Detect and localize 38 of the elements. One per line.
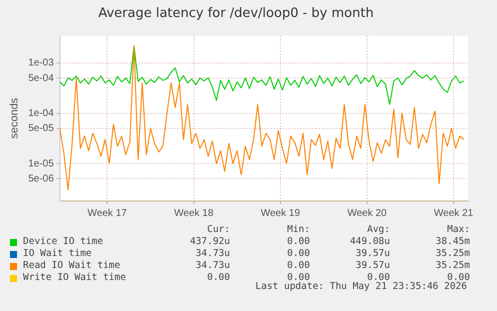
text: 39.57u bbox=[354, 248, 390, 260]
y-tick-label: 1e-04 bbox=[28, 108, 54, 120]
legend-label: IO Wait time bbox=[23, 248, 92, 260]
legend-label: Read IO Wait time bbox=[23, 260, 120, 272]
text: 0.00 bbox=[286, 236, 310, 248]
text: 39.57u bbox=[354, 260, 390, 272]
x-tick-label: Week 18 bbox=[174, 208, 214, 219]
text: Cur: bbox=[206, 224, 230, 236]
text: 35.25m bbox=[434, 260, 470, 272]
text: Avg: bbox=[366, 224, 390, 236]
text: 0.00 bbox=[206, 272, 230, 284]
chart-title: Average latency for /dev/loop0 - by month bbox=[98, 6, 374, 22]
text: 0.00 bbox=[447, 272, 470, 283]
text: 0.00 bbox=[286, 260, 310, 272]
x-tick-label: Week 21 bbox=[434, 208, 474, 219]
text: 35.25m bbox=[434, 248, 470, 260]
text: 0.00 bbox=[286, 248, 310, 260]
legend-label: Device IO time bbox=[23, 236, 104, 248]
x-tick-label: Week 19 bbox=[260, 208, 300, 219]
text: 0.00 bbox=[367, 272, 390, 283]
y-axis-title: seconds bbox=[8, 97, 21, 139]
text: 34.73u bbox=[194, 248, 230, 260]
text: 34.73u bbox=[194, 260, 230, 272]
text: Min: bbox=[286, 224, 310, 236]
text: 0.00 bbox=[287, 272, 310, 283]
text: 437.92u bbox=[188, 236, 230, 248]
x-tick-label: Week 20 bbox=[347, 208, 388, 219]
y-tick-label: 5e-06 bbox=[28, 173, 54, 184]
text: 38.45m bbox=[434, 236, 470, 248]
y-tick-label: 1e-05 bbox=[28, 158, 54, 170]
y-tick-label: 5e-04 bbox=[28, 72, 54, 84]
text: 449.08u bbox=[348, 236, 390, 248]
y-tick-label: 1e-03 bbox=[28, 58, 54, 69]
x-tick-label: Week 17 bbox=[88, 208, 128, 219]
text: Last update: Thu May 21 23:35:46 2026 bbox=[255, 281, 467, 292]
legend-label: Write IO Wait time bbox=[23, 272, 126, 284]
text: Max: bbox=[446, 224, 470, 236]
y-tick-label: 5e-05 bbox=[28, 123, 54, 134]
